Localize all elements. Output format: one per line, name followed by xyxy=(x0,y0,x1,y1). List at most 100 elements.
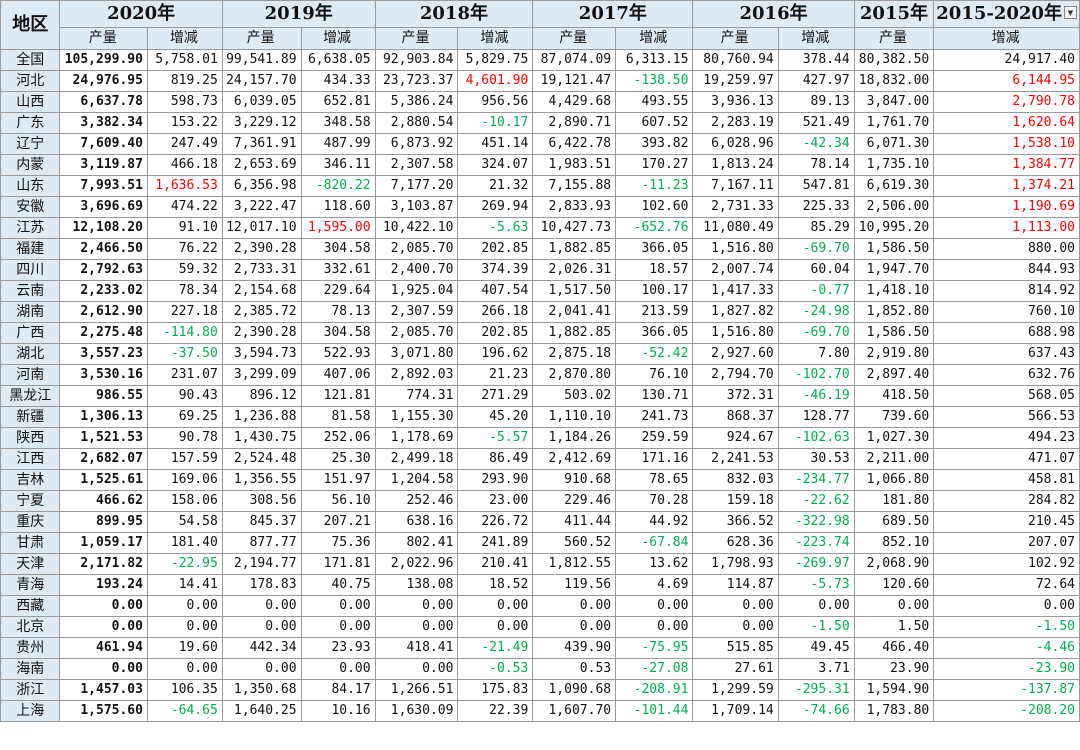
change-cell[interactable]: -37.50 xyxy=(146,343,223,365)
output-cell[interactable]: 2,524.48 xyxy=(221,448,302,470)
change-cell[interactable]: 19.60 xyxy=(146,637,223,659)
output-cell[interactable]: 87,074.09 xyxy=(532,49,617,71)
output-cell[interactable]: 1,521.53 xyxy=(59,427,148,449)
output-cell[interactable]: 560.52 xyxy=(532,532,617,554)
output-cell[interactable]: 3,530.16 xyxy=(59,364,148,386)
change-cell[interactable]: 130.71 xyxy=(615,385,694,407)
output-cell[interactable]: 2,041.41 xyxy=(532,301,617,323)
output-cell[interactable]: 1,925.04 xyxy=(374,280,459,302)
output-cell[interactable]: 138.08 xyxy=(374,574,459,596)
sub-header-output[interactable]: 产量 xyxy=(374,27,459,50)
change-cell[interactable]: 266.18 xyxy=(457,301,534,323)
change-cell[interactable]: -74.66 xyxy=(777,700,855,722)
output-cell[interactable]: 2,612.90 xyxy=(59,301,148,323)
change-cell[interactable]: 14.41 xyxy=(146,574,223,596)
change-cell[interactable]: 170.27 xyxy=(615,154,694,176)
change-cell[interactable]: 566.53 xyxy=(933,406,1080,428)
change-cell[interactable]: 72.64 xyxy=(933,574,1080,596)
output-cell[interactable]: 0.00 xyxy=(374,595,459,617)
table-row[interactable]: 安徽 3,696.69 474.22 3,222.47 118.60 3,103.87 26… xyxy=(0,196,1080,218)
output-cell[interactable]: 12,017.10 xyxy=(221,217,302,239)
change-cell[interactable]: 60.04 xyxy=(777,259,855,281)
output-cell[interactable]: 6,039.05 xyxy=(221,91,302,113)
change-cell[interactable]: -52.42 xyxy=(615,343,694,365)
change-cell[interactable]: 378.44 xyxy=(777,49,855,71)
change-cell[interactable]: 487.99 xyxy=(300,133,376,155)
change-cell[interactable]: 23.93 xyxy=(300,637,376,659)
output-cell[interactable]: 2,211.00 xyxy=(853,448,935,470)
change-cell[interactable]: 106.35 xyxy=(146,679,223,701)
change-cell[interactable]: -22.95 xyxy=(146,553,223,575)
table-row[interactable]: 云南 2,233.02 78.34 2,154.68 229.64 1,925.04 407… xyxy=(0,280,1080,302)
output-cell[interactable]: 2,385.72 xyxy=(221,301,302,323)
change-cell[interactable]: 171.16 xyxy=(615,448,694,470)
output-cell[interactable]: 1,798.93 xyxy=(692,553,779,575)
change-cell[interactable]: 229.64 xyxy=(300,280,376,302)
output-cell[interactable]: 6,422.78 xyxy=(532,133,617,155)
change-cell[interactable]: 0.00 xyxy=(300,595,376,617)
output-cell[interactable]: 802.41 xyxy=(374,532,459,554)
change-cell[interactable]: 76.10 xyxy=(615,364,694,386)
output-cell[interactable]: 3,229.12 xyxy=(221,112,302,134)
change-cell[interactable]: 427.97 xyxy=(777,70,855,92)
region-cell[interactable]: 甘肃 xyxy=(0,532,61,554)
output-cell[interactable]: 3,119.87 xyxy=(59,154,148,176)
output-cell[interactable]: 1,983.51 xyxy=(532,154,617,176)
output-cell[interactable]: 6,356.98 xyxy=(221,175,302,197)
change-cell[interactable]: 0.00 xyxy=(146,616,223,638)
change-cell[interactable]: -5.57 xyxy=(457,427,534,449)
change-cell[interactable]: 466.18 xyxy=(146,154,223,176)
change-cell[interactable]: 458.81 xyxy=(933,469,1080,491)
region-cell[interactable]: 广东 xyxy=(0,112,61,134)
output-cell[interactable]: 442.34 xyxy=(221,637,302,659)
change-cell[interactable]: 225.33 xyxy=(777,196,855,218)
output-cell[interactable]: 7,609.40 xyxy=(59,133,148,155)
change-cell[interactable]: 0.00 xyxy=(933,595,1080,617)
output-cell[interactable]: 515.85 xyxy=(692,637,779,659)
region-cell[interactable]: 安徽 xyxy=(0,196,61,218)
change-cell[interactable]: 69.25 xyxy=(146,406,223,428)
change-cell[interactable]: 760.10 xyxy=(933,301,1080,323)
output-cell[interactable]: 2,390.28 xyxy=(221,238,302,260)
change-cell[interactable]: 22.39 xyxy=(457,700,534,722)
table-row[interactable]: 浙江 1,457.03 106.35 1,350.68 84.17 1,266.51 175… xyxy=(0,679,1080,701)
change-cell[interactable]: 84.17 xyxy=(300,679,376,701)
change-cell[interactable]: 157.59 xyxy=(146,448,223,470)
output-cell[interactable]: 1,882.85 xyxy=(532,238,617,260)
change-cell[interactable]: 171.81 xyxy=(300,553,376,575)
region-cell[interactable]: 天津 xyxy=(0,553,61,575)
year-header-2016[interactable]: 2016年 xyxy=(692,0,855,28)
table-row[interactable]: 江西 2,682.07 157.59 2,524.48 25.30 2,499.18 86.… xyxy=(0,448,1080,470)
change-cell[interactable]: -5.63 xyxy=(457,217,534,239)
output-cell[interactable]: 2,241.53 xyxy=(692,448,779,470)
change-cell[interactable]: 226.72 xyxy=(457,511,534,533)
table-row[interactable]: 内蒙 3,119.87 466.18 2,653.69 346.11 2,307.58 32… xyxy=(0,154,1080,176)
change-cell[interactable]: 434.33 xyxy=(300,70,376,92)
table-row[interactable]: 新疆 1,306.13 69.25 1,236.88 81.58 1,155.30 45.2… xyxy=(0,406,1080,428)
output-cell[interactable]: 159.18 xyxy=(692,490,779,512)
table-row[interactable]: 宁夏 466.62 158.06 308.56 56.10 252.46 23.00 229.… xyxy=(0,490,1080,512)
output-cell[interactable]: 1,827.82 xyxy=(692,301,779,323)
change-cell[interactable]: 0.00 xyxy=(146,595,223,617)
change-cell[interactable]: 652.81 xyxy=(300,91,376,113)
output-cell[interactable]: 1,027.30 xyxy=(853,427,935,449)
change-cell[interactable]: 1,636.53 xyxy=(146,175,223,197)
change-cell[interactable]: 231.07 xyxy=(146,364,223,386)
change-cell[interactable]: 18.57 xyxy=(615,259,694,281)
sub-header-output[interactable]: 产量 xyxy=(692,27,779,50)
output-cell[interactable]: 0.53 xyxy=(532,658,617,680)
filter-dropdown-icon[interactable]: ▼ xyxy=(1063,5,1077,19)
output-cell[interactable]: 181.80 xyxy=(853,490,935,512)
output-cell[interactable]: 92,903.84 xyxy=(374,49,459,71)
region-cell[interactable]: 山西 xyxy=(0,91,61,113)
table-row[interactable]: 河南 3,530.16 231.07 3,299.09 407.06 2,892.03 21… xyxy=(0,364,1080,386)
output-cell[interactable]: 0.00 xyxy=(59,658,148,680)
change-cell[interactable]: -820.22 xyxy=(300,175,376,197)
output-cell[interactable]: 99,541.89 xyxy=(221,49,302,71)
output-cell[interactable]: 11,080.49 xyxy=(692,217,779,239)
change-cell[interactable]: 3.71 xyxy=(777,658,855,680)
output-cell[interactable]: 1,586.50 xyxy=(853,322,935,344)
table-row[interactable]: 广西 2,275.48 -114.80 2,390.28 304.58 2,085.70 2… xyxy=(0,322,1080,344)
change-cell[interactable]: 0.00 xyxy=(457,616,534,638)
change-cell[interactable]: 241.73 xyxy=(615,406,694,428)
